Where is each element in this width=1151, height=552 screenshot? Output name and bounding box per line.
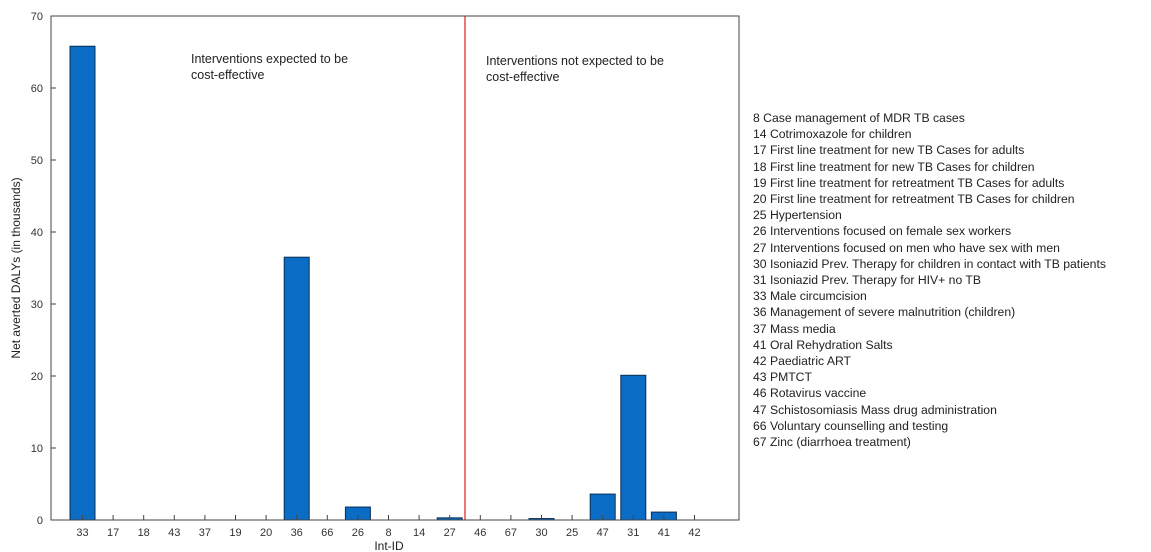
x-tick-label: 18 [138, 527, 150, 539]
legend-item: 25 Hypertension [753, 208, 842, 223]
bar-31 [620, 374, 647, 521]
y-tick-label: 30 [31, 299, 43, 311]
legend-item: 27 Interventions focused on men who have… [753, 240, 1060, 255]
y-tick-label: 40 [31, 227, 43, 239]
x-tick-label: 47 [597, 527, 609, 539]
y-tick-label: 20 [31, 371, 43, 383]
legend-item: 36 Management of severe malnutrition (ch… [753, 305, 1016, 320]
x-axis-label: Int-ID [374, 539, 404, 552]
x-tick-label: 46 [474, 527, 486, 539]
x-tick-label: 19 [229, 527, 241, 539]
x-tick-label: 33 [76, 527, 88, 539]
bar-33 [69, 45, 96, 521]
legend-item: 20 First line treatment for retreatment … [753, 192, 1075, 207]
plot-frame [50, 15, 740, 521]
legend-item: 17 First line treatment for new TB Cases… [753, 143, 1025, 158]
legend-item: 19 First line treatment for retreatment … [753, 175, 1065, 190]
legend-item: 37 Mass media [753, 321, 836, 336]
x-tick-label: 14 [413, 527, 425, 539]
bars [69, 45, 677, 521]
y-tick-label: 50 [31, 155, 43, 167]
y-tick-label: 60 [31, 83, 43, 95]
x-tick-label: 41 [658, 527, 670, 539]
x-tick-label: 20 [260, 527, 272, 539]
legend-item: 33 Male circumcision [753, 289, 867, 304]
x-tick-label: 30 [535, 527, 547, 539]
legend-item: 41 Oral Rehydration Salts [753, 337, 893, 352]
legend-item: 18 First line treatment for new TB Cases… [753, 159, 1035, 174]
legend-item: 30 Isoniazid Prev. Therapy for children … [753, 256, 1106, 271]
y-tick-label: 0 [37, 515, 43, 527]
x-tick-label: 31 [627, 527, 639, 539]
y-tick-label: 70 [31, 11, 43, 23]
x-tick-label: 37 [199, 527, 211, 539]
x-tick-label: 43 [168, 527, 180, 539]
x-tick-label: 36 [291, 527, 303, 539]
legend-item: 8 Case management of MDR TB cases [753, 111, 965, 125]
legend-item: 46 Rotavirus vaccine [753, 386, 867, 401]
y-axis-ticks: 0 10 20 30 40 50 60 70 [31, 11, 56, 527]
intervention-legend: 8 Case management of MDR TB cases 14 Cotr… [753, 110, 1145, 450]
annotations: Interventions expected to be cost-effecti… [191, 52, 664, 84]
x-tick-label: 27 [444, 527, 456, 539]
x-tick-label: 67 [505, 527, 517, 539]
legend-item: 14 Cotrimoxazole for children [753, 127, 912, 142]
annotation-2: Interventions not expected to be cost-eff… [486, 54, 664, 84]
x-tick-label: 66 [321, 527, 333, 539]
y-axis-label: Net averted DALYs (in thousands) [9, 177, 23, 358]
legend-item: 26 Interventions focused on female sex w… [753, 224, 1012, 239]
x-axis-ticks: 33 17 18 43 37 19 20 36 66 26 8 14 27 46 67 30 25 47 31 41 4… [76, 515, 701, 539]
annotation-1: Interventions expected to be cost-effecti… [191, 52, 348, 82]
x-tick-label: 26 [352, 527, 364, 539]
legend-item: 43 PMTCT [753, 370, 812, 385]
legend-item: 47 Schistosomiasis Mass drug administrat… [753, 402, 997, 417]
y-tick-label: 10 [31, 443, 43, 455]
legend-item: 67 Zinc (diarrhoea treatment) [753, 435, 911, 450]
legend-item: 66 Voluntary counselling and testing [753, 418, 949, 433]
x-tick-label: 17 [107, 527, 119, 539]
x-tick-label: 25 [566, 527, 578, 539]
legend-item: 31 Isoniazid Prev. Therapy for HIV+ no T… [753, 273, 981, 288]
x-tick-label: 42 [688, 527, 700, 539]
legend-item: 42 Paediatric ART [753, 354, 852, 369]
x-tick-label: 8 [385, 527, 391, 539]
bar-36 [283, 256, 310, 521]
